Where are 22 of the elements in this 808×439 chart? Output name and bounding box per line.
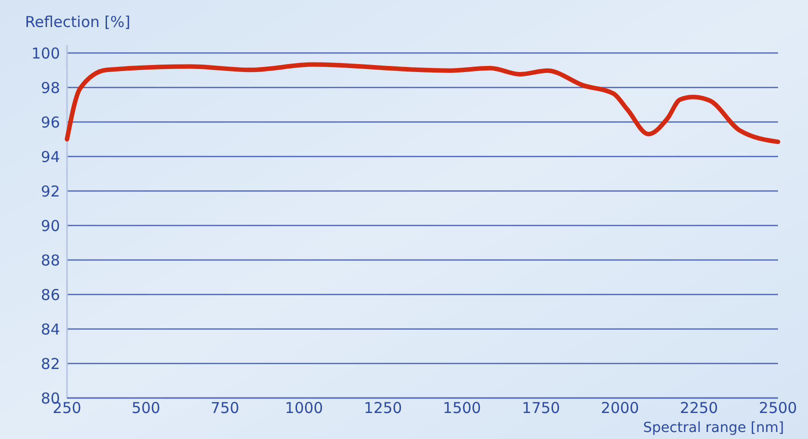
y-tick-label: 92	[40, 182, 60, 200]
x-tick-label: 1750	[522, 399, 560, 417]
x-axis-title: Spectral range [nm]	[643, 420, 784, 436]
x-tick-label: 1500	[442, 399, 482, 417]
y-tick-label: 88	[40, 251, 60, 270]
x-tick-label: 1000	[284, 399, 324, 417]
x-tick-label: 500	[132, 399, 160, 417]
y-tick-label: 86	[40, 286, 60, 304]
line-series	[64, 62, 780, 144]
y-tick-label: 96	[40, 113, 60, 132]
y-tick-label: 82	[40, 354, 60, 373]
y-tick-label: 94	[40, 148, 60, 166]
y-axis-title: Reflection [%]	[25, 13, 130, 31]
x-tick-label: 2250	[680, 399, 718, 417]
y-tick-label: 90	[40, 216, 60, 235]
x-tick-label: 750	[210, 399, 240, 417]
x-tick-label: 2500	[758, 399, 798, 417]
x-tick-label: 2000	[600, 399, 640, 417]
y-tick-label: 84	[40, 320, 60, 338]
y-tick-label: 100	[31, 44, 60, 62]
y-tick-label: 98	[40, 78, 60, 97]
x-tick-label: 1250	[364, 399, 402, 417]
